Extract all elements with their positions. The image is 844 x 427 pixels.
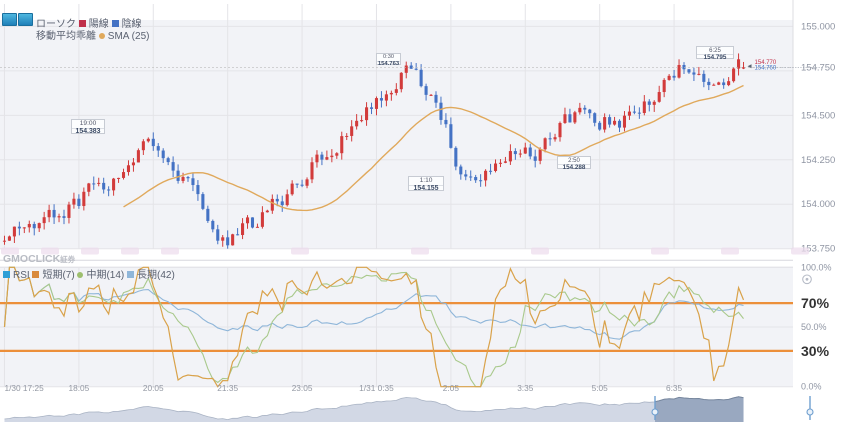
svg-text:1/31 0:35: 1/31 0:35 bbox=[359, 383, 394, 393]
svg-text:21:35: 21:35 bbox=[217, 383, 238, 393]
svg-text:1/30 17:25: 1/30 17:25 bbox=[4, 383, 44, 393]
svg-text:155.000: 155.000 bbox=[801, 21, 835, 32]
svg-text:154.000: 154.000 bbox=[801, 199, 835, 210]
svg-text:0.0%: 0.0% bbox=[801, 382, 822, 392]
svg-text:5:05: 5:05 bbox=[592, 383, 609, 393]
svg-text:20:05: 20:05 bbox=[143, 383, 164, 393]
svg-text:154.750: 154.750 bbox=[801, 62, 835, 73]
svg-text:70%: 70% bbox=[801, 295, 830, 311]
svg-text:50.0%: 50.0% bbox=[801, 322, 827, 332]
svg-text:3:35: 3:35 bbox=[517, 383, 534, 393]
svg-text:23:05: 23:05 bbox=[292, 383, 313, 393]
svg-text:18:05: 18:05 bbox=[68, 383, 89, 393]
svg-text:30%: 30% bbox=[801, 343, 830, 359]
svg-text:154.250: 154.250 bbox=[801, 155, 835, 166]
svg-text:100.0%: 100.0% bbox=[801, 262, 832, 272]
svg-text:154.500: 154.500 bbox=[801, 110, 835, 121]
svg-text:2:05: 2:05 bbox=[443, 383, 460, 393]
svg-text:154.760: 154.760 bbox=[755, 66, 777, 72]
svg-text:6:35: 6:35 bbox=[666, 383, 683, 393]
